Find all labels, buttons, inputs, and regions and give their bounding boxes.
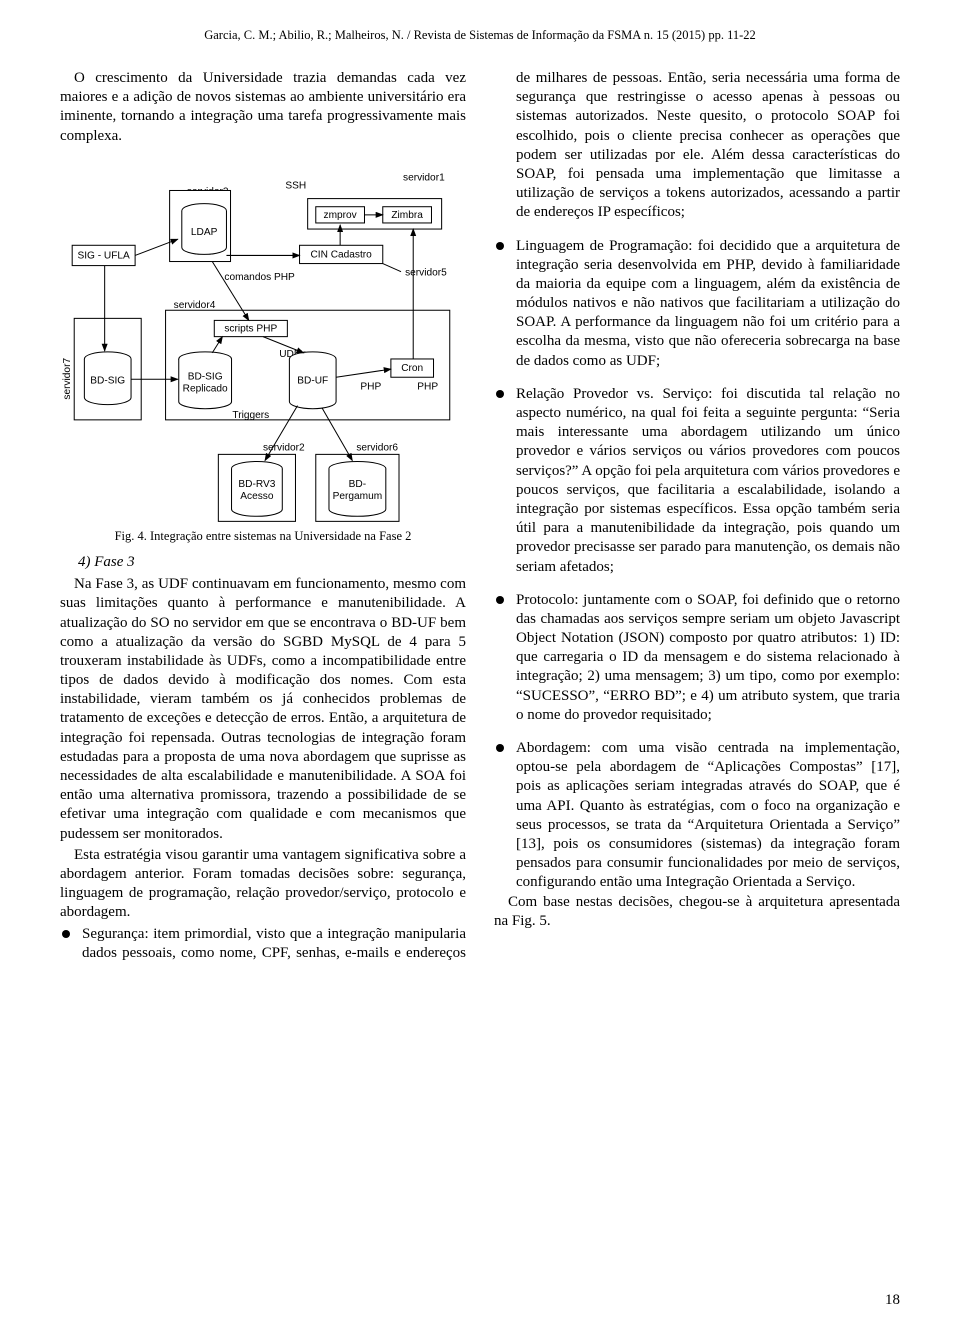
node-cron: Cron <box>401 363 423 374</box>
label-php2: PHP <box>417 381 438 392</box>
bullet-linguagem: Linguagem de Programação: foi decidido q… <box>494 237 900 371</box>
node-cin: CIN Cadastro <box>310 249 372 260</box>
paragraph-intro: O crescimento da Universidade trazia dem… <box>60 69 466 146</box>
label-servidor6: servidor6 <box>356 442 398 453</box>
label-triggers: Triggers <box>232 410 269 421</box>
page: Garcia, C. M.; Abilio, R.; Malheiros, N.… <box>0 0 960 1327</box>
node-bdsigrep-l1: BD-SIG <box>188 371 223 382</box>
node-sig-ufla: SIG - UFLA <box>77 250 130 261</box>
node-bdrv3-l1: BD-RV3 <box>238 479 275 490</box>
node-bdsig: BD-SIG <box>90 375 125 386</box>
node-bdsigrep-l2: Replicado <box>183 383 228 394</box>
label-comandos-php: comandos PHP <box>224 272 295 283</box>
paragraph-fase3-2: Esta estratégia visou garantir uma vanta… <box>60 846 466 923</box>
node-bduf: BD-UF <box>297 375 328 386</box>
label-servidor5: servidor5 <box>405 267 447 278</box>
paragraph-fase3-1: Na Fase 3, as UDF continuavam em funcion… <box>60 575 466 844</box>
figure-4: SIG - UFLA servidor3 LDAP CIN Cadastro S… <box>60 158 466 544</box>
running-head: Garcia, C. M.; Abilio, R.; Malheiros, N.… <box>60 28 900 43</box>
bullet-protocolo: Protocolo: juntamente com o SOAP, foi de… <box>494 591 900 725</box>
label-ssh: SSH <box>285 180 306 191</box>
subheading-fase3: 4) Fase 3 <box>60 554 466 571</box>
label-php1: PHP <box>360 381 381 392</box>
page-number: 18 <box>885 1292 900 1309</box>
label-servidor1: servidor1 <box>403 172 445 183</box>
node-zmprov: zmprov <box>324 210 358 221</box>
label-servidor2: servidor2 <box>263 442 305 453</box>
label-servidor7: servidor7 <box>62 357 73 399</box>
bullet-relacao: Relação Provedor vs. Serviço: foi discut… <box>494 385 900 577</box>
node-scripts: scripts PHP <box>224 323 277 334</box>
two-column-body: O crescimento da Universidade trazia dem… <box>60 69 900 963</box>
node-bdrv3-l2: Acesso <box>240 491 274 502</box>
diagram-fase2: SIG - UFLA servidor3 LDAP CIN Cadastro S… <box>60 158 466 523</box>
paragraph-closing: Com base nestas decisões, chegou-se à ar… <box>494 893 900 931</box>
node-zimbra: Zimbra <box>391 210 423 221</box>
node-bdperg-l2: Pergamum <box>333 491 383 502</box>
bullet-abordagem: Abordagem: com uma visão centrada na imp… <box>494 739 900 893</box>
figure-caption: Fig. 4. Integração entre sistemas na Uni… <box>60 529 466 544</box>
node-bdperg-l1: BD- <box>349 479 366 490</box>
label-servidor4: servidor4 <box>174 300 216 311</box>
node-ldap: LDAP <box>191 227 218 238</box>
